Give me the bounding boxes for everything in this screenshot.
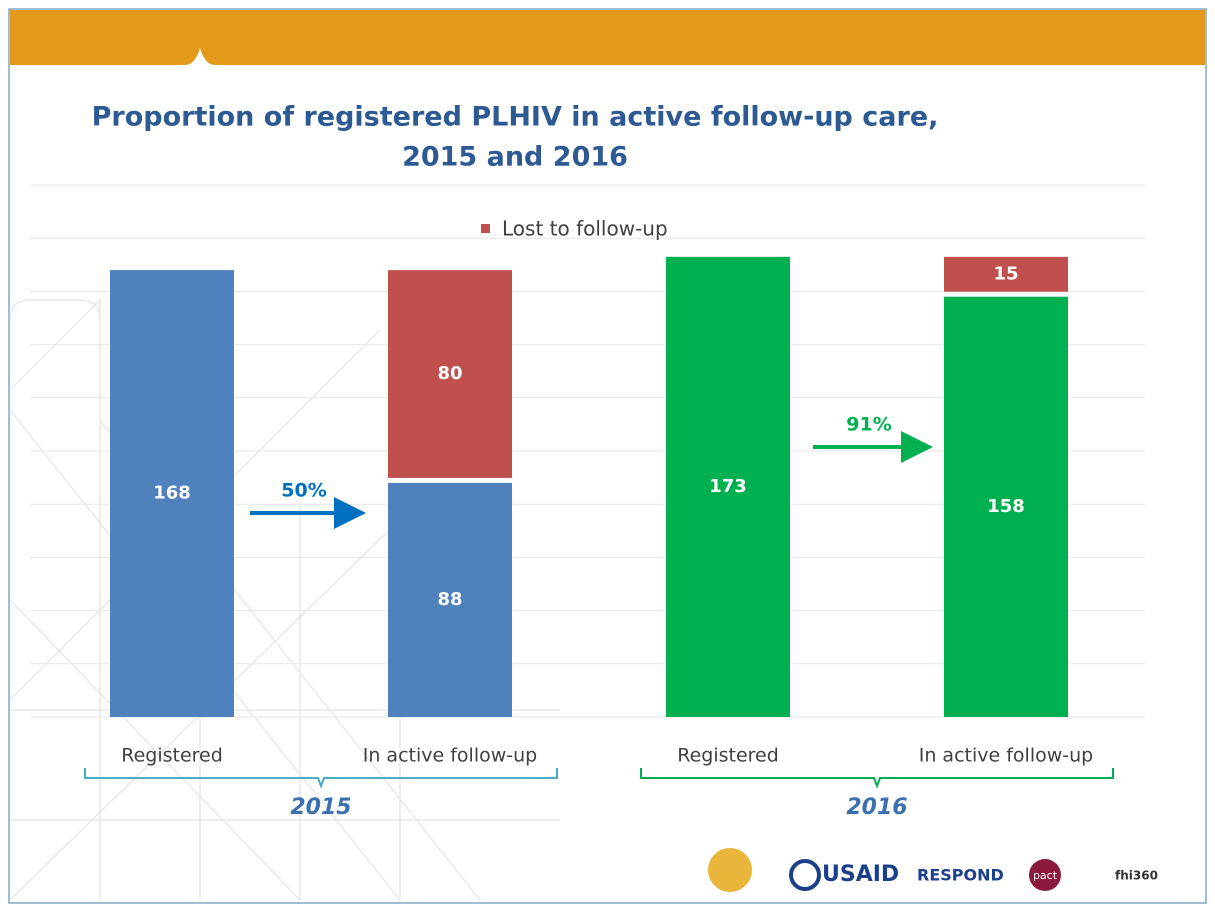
legend-swatch [481, 224, 490, 233]
top-banner [10, 10, 1205, 65]
x-tick-label: Registered [677, 745, 779, 767]
data-label: 80 [437, 363, 462, 384]
bar [944, 256, 1068, 292]
logo-pact: pact [1033, 869, 1058, 882]
logo-usaid-seal [789, 859, 821, 891]
logo-pact-mark [1029, 859, 1061, 891]
x-tick-label: In active follow-up [919, 745, 1093, 767]
data-label: 168 [153, 483, 191, 504]
logo-emblem [708, 848, 752, 892]
logo-usaid: USAID [822, 862, 899, 887]
data-label: 173 [709, 476, 747, 497]
chart: 168 88 173 158 80 15 Registered In active follo… [30, 184, 1145, 820]
bar [388, 482, 512, 717]
data-label: 158 [987, 496, 1025, 517]
group-bracket [640, 768, 1114, 789]
group-label: 2016 [846, 795, 907, 820]
chart-title: Proportion of registered PLHIV in active… [92, 102, 939, 133]
x-tick-label: Registered [121, 745, 223, 767]
annotation: 50% [281, 480, 326, 502]
data-label: 88 [437, 589, 462, 610]
logos: USAID RESPOND pact fhi360 [708, 848, 1158, 892]
bar [388, 270, 512, 478]
logo-fhi: fhi360 [1115, 869, 1158, 883]
group-bracket [84, 768, 558, 789]
group-label: 2015 [290, 795, 351, 820]
chart-title: 2015 and 2016 [402, 142, 628, 173]
bar [110, 270, 234, 717]
legend-label: Lost to follow-up [502, 217, 668, 241]
x-tick-label: In active follow-up [363, 745, 537, 767]
bar [666, 256, 790, 717]
bar [944, 296, 1068, 717]
annotation: 91% [846, 414, 891, 436]
logo-respond: RESPOND [917, 866, 1004, 885]
data-label: 15 [993, 263, 1018, 284]
